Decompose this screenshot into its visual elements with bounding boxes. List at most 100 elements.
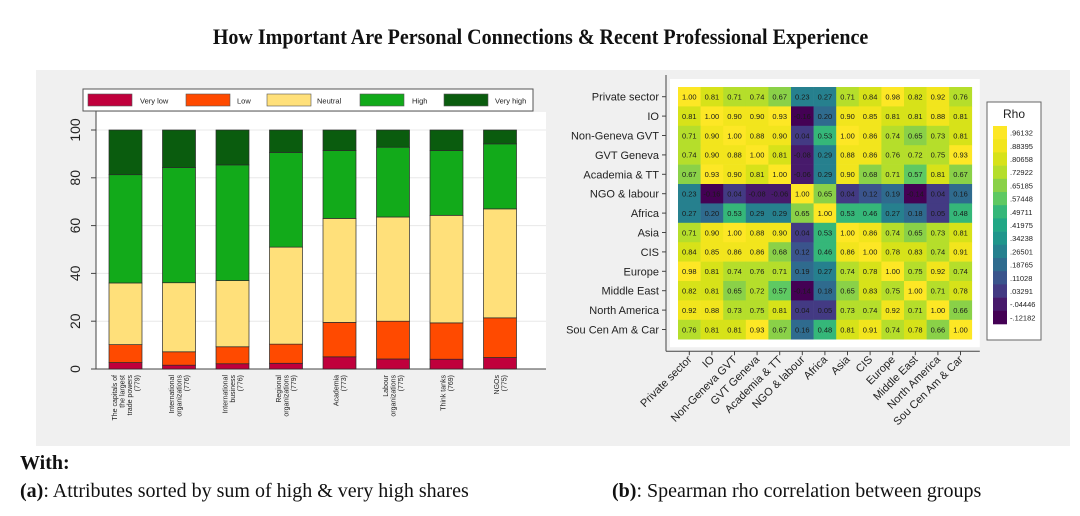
heatmap-cell-value: 0.84 bbox=[682, 248, 697, 257]
heatmap-cell bbox=[949, 319, 973, 340]
heatmap-cell bbox=[904, 106, 927, 127]
x-category-label: The capitals of the largest trade powers (7… bbox=[112, 375, 142, 421]
heatmap-cell bbox=[904, 300, 927, 321]
heatmap-cell bbox=[723, 125, 747, 146]
heatmap-cell bbox=[723, 281, 747, 301]
heatmap-cell-value: 0.78 bbox=[863, 267, 878, 276]
heatmap-cell bbox=[858, 145, 882, 165]
x-category-label-line: NGOs bbox=[494, 375, 501, 395]
heatmap-cell-value: 0.81 bbox=[772, 306, 787, 315]
heatmap-cell bbox=[926, 125, 950, 146]
x-category-label-line: (775) bbox=[501, 375, 508, 391]
heatmap-cell-value: 0.86 bbox=[840, 248, 855, 257]
stacked-bar-chart: 0 20 40 60 80 100 The capitals of the largest tr… bbox=[67, 88, 546, 421]
heatmap-cell bbox=[813, 203, 837, 224]
heatmap-cell bbox=[768, 184, 792, 204]
heatmap-cell-value: 0.19 bbox=[795, 267, 810, 276]
heatmap-cell bbox=[723, 145, 747, 165]
heatmap-cell-value: 0.90 bbox=[840, 170, 855, 179]
heatmap-cell bbox=[926, 261, 950, 282]
bar-segment-high bbox=[376, 146, 410, 218]
heatmap-cell-value: 0.90 bbox=[772, 131, 787, 140]
heatmap-cell bbox=[768, 242, 792, 262]
heatmap-cell-value: 0.92 bbox=[931, 267, 946, 276]
heatmap-cell-value: 0.75 bbox=[750, 306, 765, 315]
x-category-label-line: Academia bbox=[333, 375, 340, 406]
heatmap-cell bbox=[745, 242, 769, 262]
heatmap-cell bbox=[858, 106, 882, 127]
heatmap-cell bbox=[813, 300, 837, 321]
bar-segment-neutral bbox=[376, 216, 410, 322]
y-tick-label: 0 bbox=[67, 365, 83, 373]
heatmap-cell-value: 0.12 bbox=[863, 190, 878, 199]
heatmap-cell bbox=[904, 281, 927, 301]
bar-segment-very-low bbox=[215, 363, 250, 370]
heatmap-cell bbox=[791, 87, 814, 107]
row-label: Sou Cen Am & Car bbox=[566, 325, 659, 337]
heatmap-cell-value: 0.74 bbox=[885, 228, 900, 237]
heatmap-cell bbox=[926, 300, 950, 321]
heatmap-cell bbox=[678, 203, 701, 224]
heatmap-cell-value: 0.91 bbox=[863, 325, 878, 334]
colorbar-swatch bbox=[993, 310, 1007, 325]
heatmap-cell bbox=[836, 222, 860, 243]
heatmap-cell-value: 0.71 bbox=[931, 287, 946, 296]
legend-swatch bbox=[266, 93, 312, 107]
heatmap-cell-value: 0.04 bbox=[727, 190, 742, 199]
heatmap-cell bbox=[881, 164, 905, 185]
x-category-label: Regional organizations (779) bbox=[276, 375, 298, 417]
heatmap-cell bbox=[858, 87, 882, 107]
heatmap-cell-value: 0.27 bbox=[818, 93, 833, 102]
heatmap-cell-value: 0.90 bbox=[705, 151, 720, 160]
bar-segment-neutral bbox=[162, 282, 196, 353]
heatmap-cell-value: 0.93 bbox=[953, 151, 968, 160]
bar-segment-high bbox=[322, 150, 357, 219]
heatmap-cell bbox=[949, 261, 973, 282]
heatmap-cell bbox=[791, 203, 814, 224]
heatmap-cell bbox=[768, 261, 792, 282]
heatmap-cell-value: 0.81 bbox=[750, 170, 765, 179]
heatmap-cell bbox=[791, 242, 814, 262]
y-tick-label: 60 bbox=[67, 218, 83, 234]
caption-with: With: bbox=[20, 452, 70, 475]
heatmap-cell-value: 0.74 bbox=[863, 306, 878, 315]
bar-segment-high bbox=[215, 164, 250, 281]
heatmap-cell-value: 0.04 bbox=[931, 190, 946, 199]
heatmap-cell-value: 0.71 bbox=[772, 267, 787, 276]
heatmap-cell bbox=[791, 300, 814, 321]
heatmap-cell-value: 0.82 bbox=[682, 287, 697, 296]
legend-label: High bbox=[412, 97, 427, 106]
heatmap-cell-value: 1.00 bbox=[818, 209, 833, 218]
heatmap-cell bbox=[745, 184, 769, 204]
row-label: Europe bbox=[624, 266, 659, 278]
bar-segment-very-high bbox=[269, 129, 303, 153]
heatmap-cell-value: 0.18 bbox=[908, 209, 923, 218]
heatmap-cell bbox=[813, 319, 837, 340]
heatmap-cell-value: 0.86 bbox=[863, 131, 878, 140]
heatmap-cell bbox=[813, 222, 837, 243]
heatmap-cell-value: 1.00 bbox=[705, 112, 720, 121]
heatmap-cell bbox=[904, 242, 927, 262]
heatmap-cell bbox=[881, 184, 905, 204]
x-category-label-line: business bbox=[230, 375, 237, 403]
colorbar-tick-label: .80658 bbox=[1010, 155, 1033, 164]
colorbar-swatch bbox=[993, 165, 1007, 180]
heatmap-cell bbox=[858, 222, 882, 243]
heatmap-cell bbox=[745, 300, 769, 321]
x-category-label: Academia (773) bbox=[333, 375, 348, 406]
heatmap-cell-value: 0.57 bbox=[772, 287, 787, 296]
bar-segment-low bbox=[429, 322, 464, 360]
x-category-label: International organizations (776) bbox=[169, 375, 191, 417]
heatmap-cell bbox=[745, 164, 769, 185]
heatmap-cell bbox=[813, 87, 837, 107]
colorbar-swatch bbox=[993, 297, 1007, 312]
heatmap-cell bbox=[723, 106, 747, 127]
heatmap-cell-value: 0.93 bbox=[750, 325, 765, 334]
heatmap-cell-value: 0.68 bbox=[863, 170, 878, 179]
heatmap-cell bbox=[745, 319, 769, 340]
heatmap-cell-value: 0.75 bbox=[908, 267, 923, 276]
heatmap-cell bbox=[926, 184, 950, 204]
heatmap-cell bbox=[745, 145, 769, 165]
heatmap-cell bbox=[926, 242, 950, 262]
heatmap-cell bbox=[813, 125, 837, 146]
